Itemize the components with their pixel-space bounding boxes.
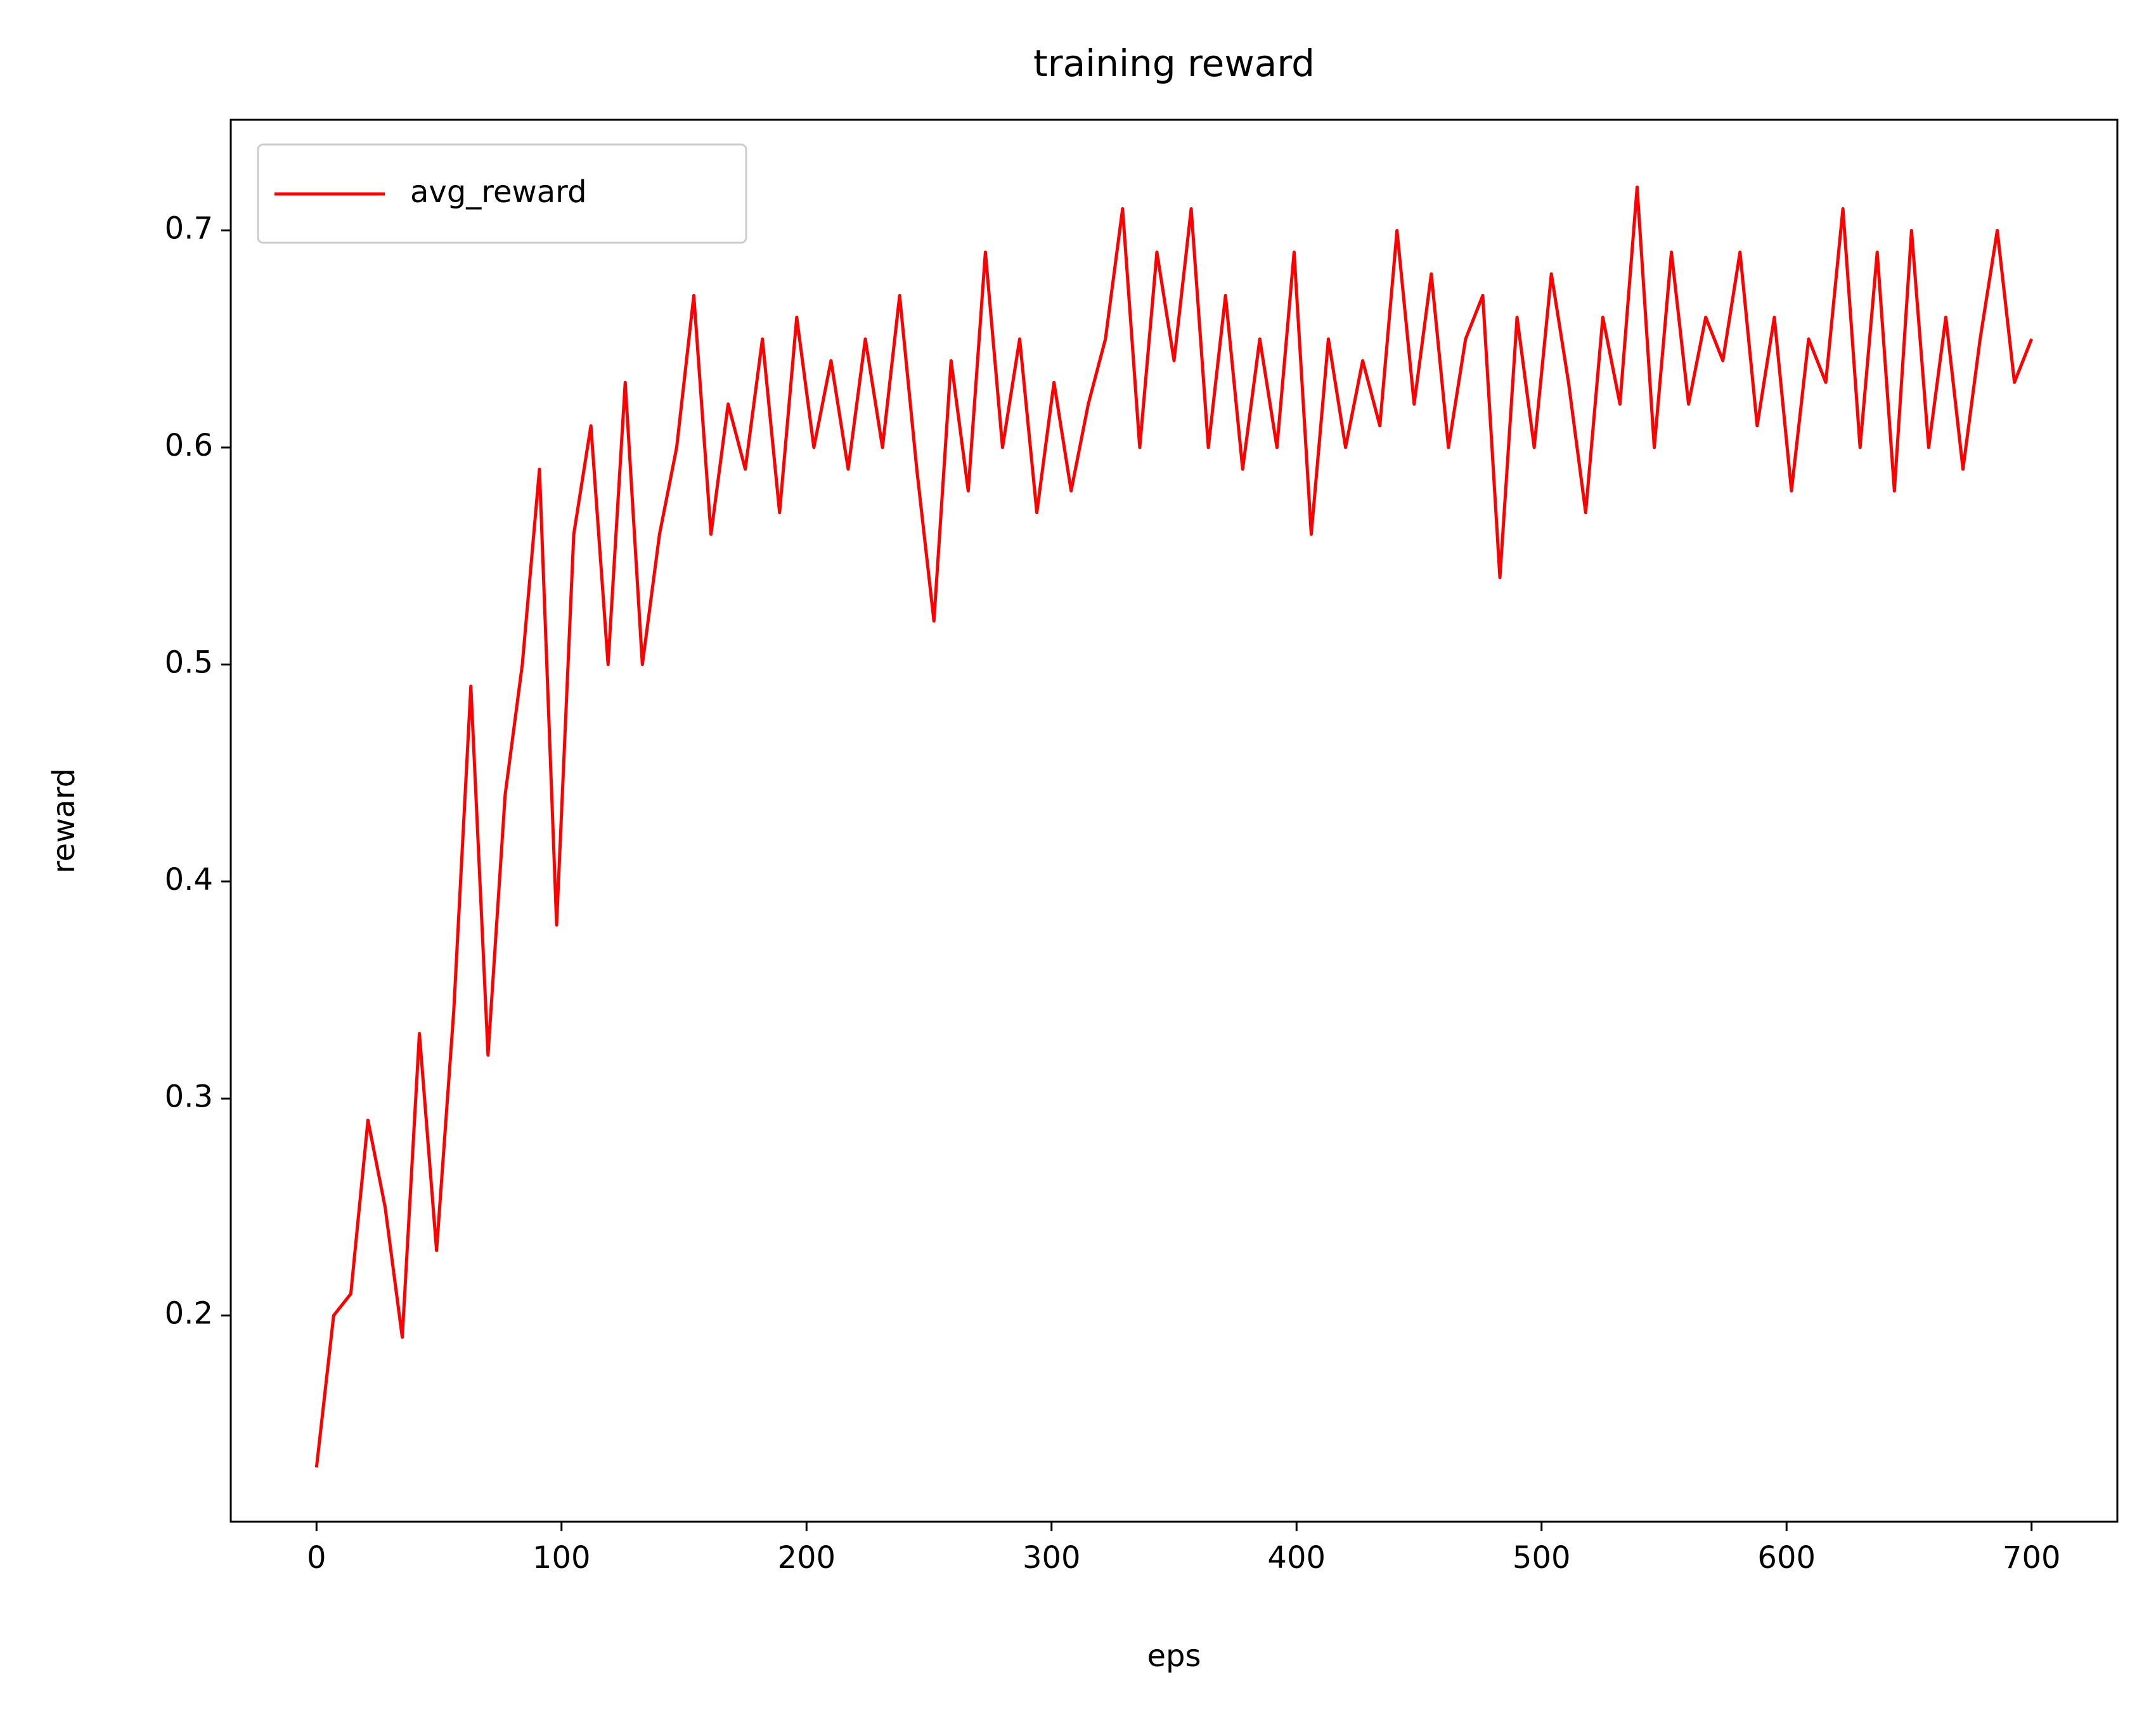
- x-tick-label: 600: [1757, 1540, 1816, 1576]
- legend-box: [257, 143, 747, 244]
- legend: avg_reward: [257, 143, 747, 244]
- y-axis-label: reward: [46, 768, 82, 873]
- x-tick-label: 700: [2003, 1540, 2061, 1576]
- y-tick-label: 0.5: [165, 645, 213, 680]
- plot-frame: [229, 119, 2119, 1523]
- y-tick-label: 0.2: [165, 1296, 213, 1332]
- data-line: [314, 185, 2034, 1468]
- y-tick-label: 0.7: [165, 211, 213, 247]
- x-tick-label: 100: [533, 1540, 591, 1576]
- x-tick-label: 0: [307, 1540, 326, 1576]
- y-tick-label: 0.3: [165, 1079, 213, 1114]
- x-tick-label: 400: [1267, 1540, 1326, 1576]
- y-tick-label: 0.4: [165, 862, 213, 897]
- x-tick-label: 200: [777, 1540, 836, 1576]
- legend-label: avg_reward: [410, 174, 587, 210]
- chart-title: training reward: [1033, 42, 1315, 85]
- x-tick-label: 300: [1023, 1540, 1081, 1576]
- y-tick-label: 0.6: [165, 428, 213, 463]
- x-tick-label: 500: [1513, 1540, 1571, 1576]
- x-axis-label: eps: [1147, 1638, 1201, 1674]
